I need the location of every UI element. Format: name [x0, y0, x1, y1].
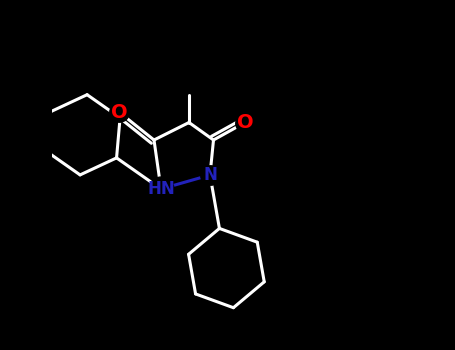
Text: O: O — [111, 103, 127, 121]
Text: HN: HN — [147, 180, 175, 198]
Text: O: O — [237, 113, 253, 132]
Text: N: N — [203, 166, 217, 184]
